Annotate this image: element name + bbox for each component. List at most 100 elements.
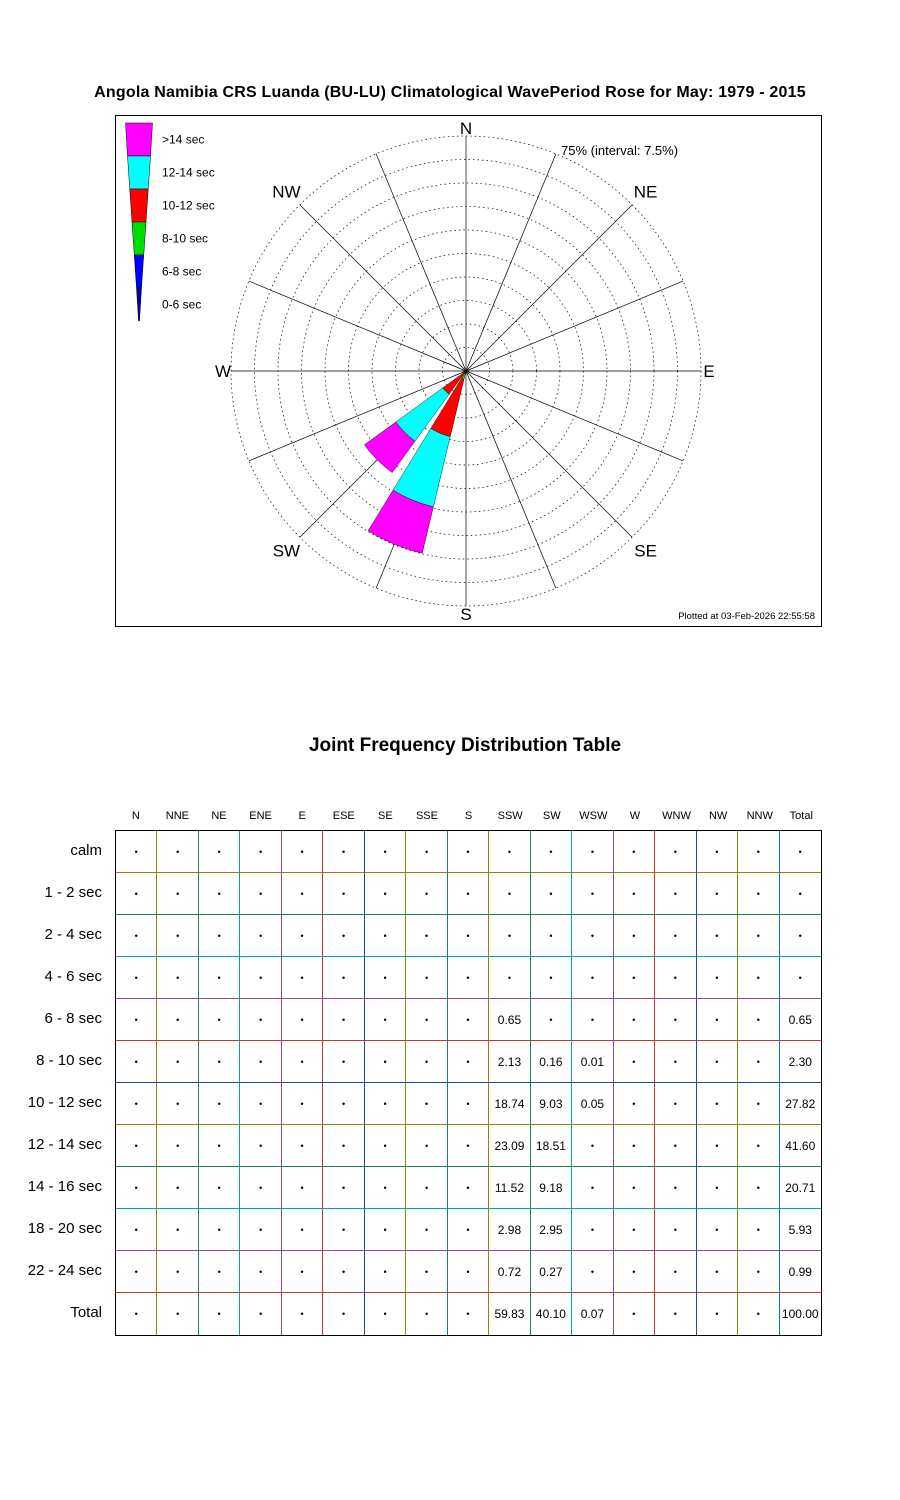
cell-12-14-sec-total: 41.60 bbox=[779, 1125, 821, 1167]
legend-label-3: 8-10 sec bbox=[162, 232, 208, 246]
cell-10-12-sec-ene: • bbox=[240, 1083, 282, 1125]
wave-rose-panel: N NE E SE S SW W NW >14 sec 12-14 sec 10-12 sec 8-1… bbox=[115, 115, 822, 627]
cell-22-24-sec-nne: • bbox=[157, 1251, 199, 1293]
cell-total-wsw: 0.07 bbox=[572, 1293, 614, 1335]
cell-14-16-sec-total: 20.71 bbox=[779, 1167, 821, 1209]
cell-14-16-sec-ene: • bbox=[240, 1167, 282, 1209]
cell-12-14-sec-ne: • bbox=[198, 1125, 241, 1167]
cell-6-8-sec-nne: • bbox=[157, 999, 199, 1041]
legend-label-2: 10-12 sec bbox=[162, 199, 215, 213]
cell-18-20-sec-wnw: • bbox=[655, 1209, 697, 1251]
cell-6-8-sec-w: • bbox=[613, 999, 656, 1041]
cell-8-10-sec-w: • bbox=[613, 1041, 656, 1083]
cell-12-14-sec-wnw: • bbox=[655, 1125, 697, 1167]
cell-6-8-sec-sw: • bbox=[530, 999, 573, 1041]
legend-swatch-1 bbox=[127, 155, 151, 190]
legend-label-4: 6-8 sec bbox=[162, 265, 201, 279]
row-label-12-14-sec: 12 - 14 sec bbox=[27, 1136, 102, 1153]
cell-10-12-sec-ese: • bbox=[323, 1083, 365, 1125]
rose-spoke bbox=[465, 204, 633, 372]
cell-18-20-sec-ne: • bbox=[198, 1209, 241, 1251]
cell-14-16-sec-e: • bbox=[281, 1167, 324, 1209]
cell-4-6-sec-ese: • bbox=[323, 957, 365, 999]
cell-22-24-sec-sse: • bbox=[406, 1251, 448, 1293]
column-header-ssw: SSW bbox=[497, 810, 523, 822]
petal-segment-ssw-14sec bbox=[367, 489, 434, 554]
cell-22-24-sec-wsw: • bbox=[572, 1251, 614, 1293]
cell-4-6-sec-ene: • bbox=[240, 957, 282, 999]
table-row-labels: calm 1 - 2 sec 2 - 4 sec 4 - 6 sec 6 - 8 sec… bbox=[0, 830, 106, 1334]
plot-timestamp: Plotted at 03-Feb-2026 22:55:58 bbox=[678, 611, 815, 622]
cell-12-14-sec-nne: • bbox=[157, 1125, 199, 1167]
cell-6-8-sec-n: • bbox=[116, 999, 158, 1041]
compass-label-ne: NE bbox=[634, 182, 658, 201]
cell-4-6-sec-ne: • bbox=[198, 957, 241, 999]
cell-12-14-sec-n: • bbox=[116, 1125, 158, 1167]
cell-18-20-sec-ese: • bbox=[323, 1209, 365, 1251]
row-label-14-16-sec: 14 - 16 sec bbox=[27, 1178, 102, 1195]
cell-total-ssw: 59.83 bbox=[489, 1293, 531, 1335]
cell-6-8-sec-ne: • bbox=[198, 999, 241, 1041]
cell-14-16-sec-s: • bbox=[447, 1167, 490, 1209]
cell-12-14-sec-wsw: • bbox=[572, 1125, 614, 1167]
cell-1-2-sec-w: • bbox=[613, 873, 656, 915]
cell-22-24-sec-nnw: • bbox=[738, 1251, 780, 1293]
cell-6-8-sec-wnw: • bbox=[655, 999, 697, 1041]
cell-10-12-sec-sw: 9.03 bbox=[530, 1083, 573, 1125]
cell-total-nne: • bbox=[157, 1293, 199, 1335]
cell-12-14-sec-w: • bbox=[613, 1125, 656, 1167]
cell-4-6-sec-wsw: • bbox=[572, 957, 614, 999]
cell-8-10-sec-s: • bbox=[447, 1041, 490, 1083]
cell-1-2-sec-nw: • bbox=[696, 873, 739, 915]
row-label-calm: calm bbox=[70, 842, 102, 859]
cell-calm-nw: • bbox=[696, 831, 739, 873]
radial-scale-label: 75% (interval: 7.5%) bbox=[561, 143, 679, 158]
cell-4-6-sec-sw: • bbox=[530, 957, 573, 999]
cell-8-10-sec-n: • bbox=[116, 1041, 158, 1083]
cell-total-ese: • bbox=[323, 1293, 365, 1335]
legend-swatch-3 bbox=[131, 221, 147, 256]
cell-14-16-sec-nw: • bbox=[696, 1167, 739, 1209]
cell-2-4-sec-ese: • bbox=[323, 915, 365, 957]
cell-10-12-sec-nne: • bbox=[157, 1083, 199, 1125]
cell-22-24-sec-wnw: • bbox=[655, 1251, 697, 1293]
cell-2-4-sec-total: • bbox=[779, 915, 821, 957]
cell-12-14-sec-ene: • bbox=[240, 1125, 282, 1167]
column-header-ne: NE bbox=[211, 810, 227, 822]
cell-2-4-sec-nnw: • bbox=[738, 915, 780, 957]
cell-6-8-sec-wsw: • bbox=[572, 999, 614, 1041]
cell-4-6-sec-nw: • bbox=[696, 957, 739, 999]
cell-22-24-sec-w: • bbox=[613, 1251, 656, 1293]
cell-22-24-sec-e: • bbox=[281, 1251, 324, 1293]
cell-10-12-sec-ne: • bbox=[198, 1083, 241, 1125]
cell-4-6-sec-n: • bbox=[116, 957, 158, 999]
cell-6-8-sec-e: • bbox=[281, 999, 324, 1041]
cell-4-6-sec-w: • bbox=[613, 957, 656, 999]
cell-14-16-sec-sse: • bbox=[406, 1167, 448, 1209]
compass-label-e: E bbox=[703, 362, 714, 381]
cell-12-14-sec-nw: • bbox=[696, 1125, 739, 1167]
cell-2-4-sec-nne: • bbox=[157, 915, 199, 957]
cell-6-8-sec-ese: • bbox=[323, 999, 365, 1041]
cell-12-14-sec-ese: • bbox=[323, 1125, 365, 1167]
cell-6-8-sec-se: • bbox=[364, 999, 407, 1041]
cell-calm-se: • bbox=[364, 831, 407, 873]
cell-12-14-sec-ssw: 23.09 bbox=[489, 1125, 531, 1167]
column-header-wsw: WSW bbox=[579, 810, 608, 822]
row-label-2-4-sec: 2 - 4 sec bbox=[44, 926, 102, 943]
cell-6-8-sec-nnw: • bbox=[738, 999, 780, 1041]
cell-2-4-sec-sse: • bbox=[406, 915, 448, 957]
compass-label-sw: SW bbox=[273, 542, 300, 561]
cell-22-24-sec-ene: • bbox=[240, 1251, 282, 1293]
rose-spoke bbox=[465, 370, 633, 538]
cell-8-10-sec-wsw: 0.01 bbox=[572, 1041, 614, 1083]
cell-8-10-sec-nw: • bbox=[696, 1041, 739, 1083]
cell-1-2-sec-wsw: • bbox=[572, 873, 614, 915]
cell-8-10-sec-wnw: • bbox=[655, 1041, 697, 1083]
cell-calm-wsw: • bbox=[572, 831, 614, 873]
cell-8-10-sec-ssw: 2.13 bbox=[489, 1041, 531, 1083]
row-label-6-8-sec: 6 - 8 sec bbox=[44, 1010, 102, 1027]
cell-1-2-sec-ese: • bbox=[323, 873, 365, 915]
cell-12-14-sec-s: • bbox=[447, 1125, 490, 1167]
